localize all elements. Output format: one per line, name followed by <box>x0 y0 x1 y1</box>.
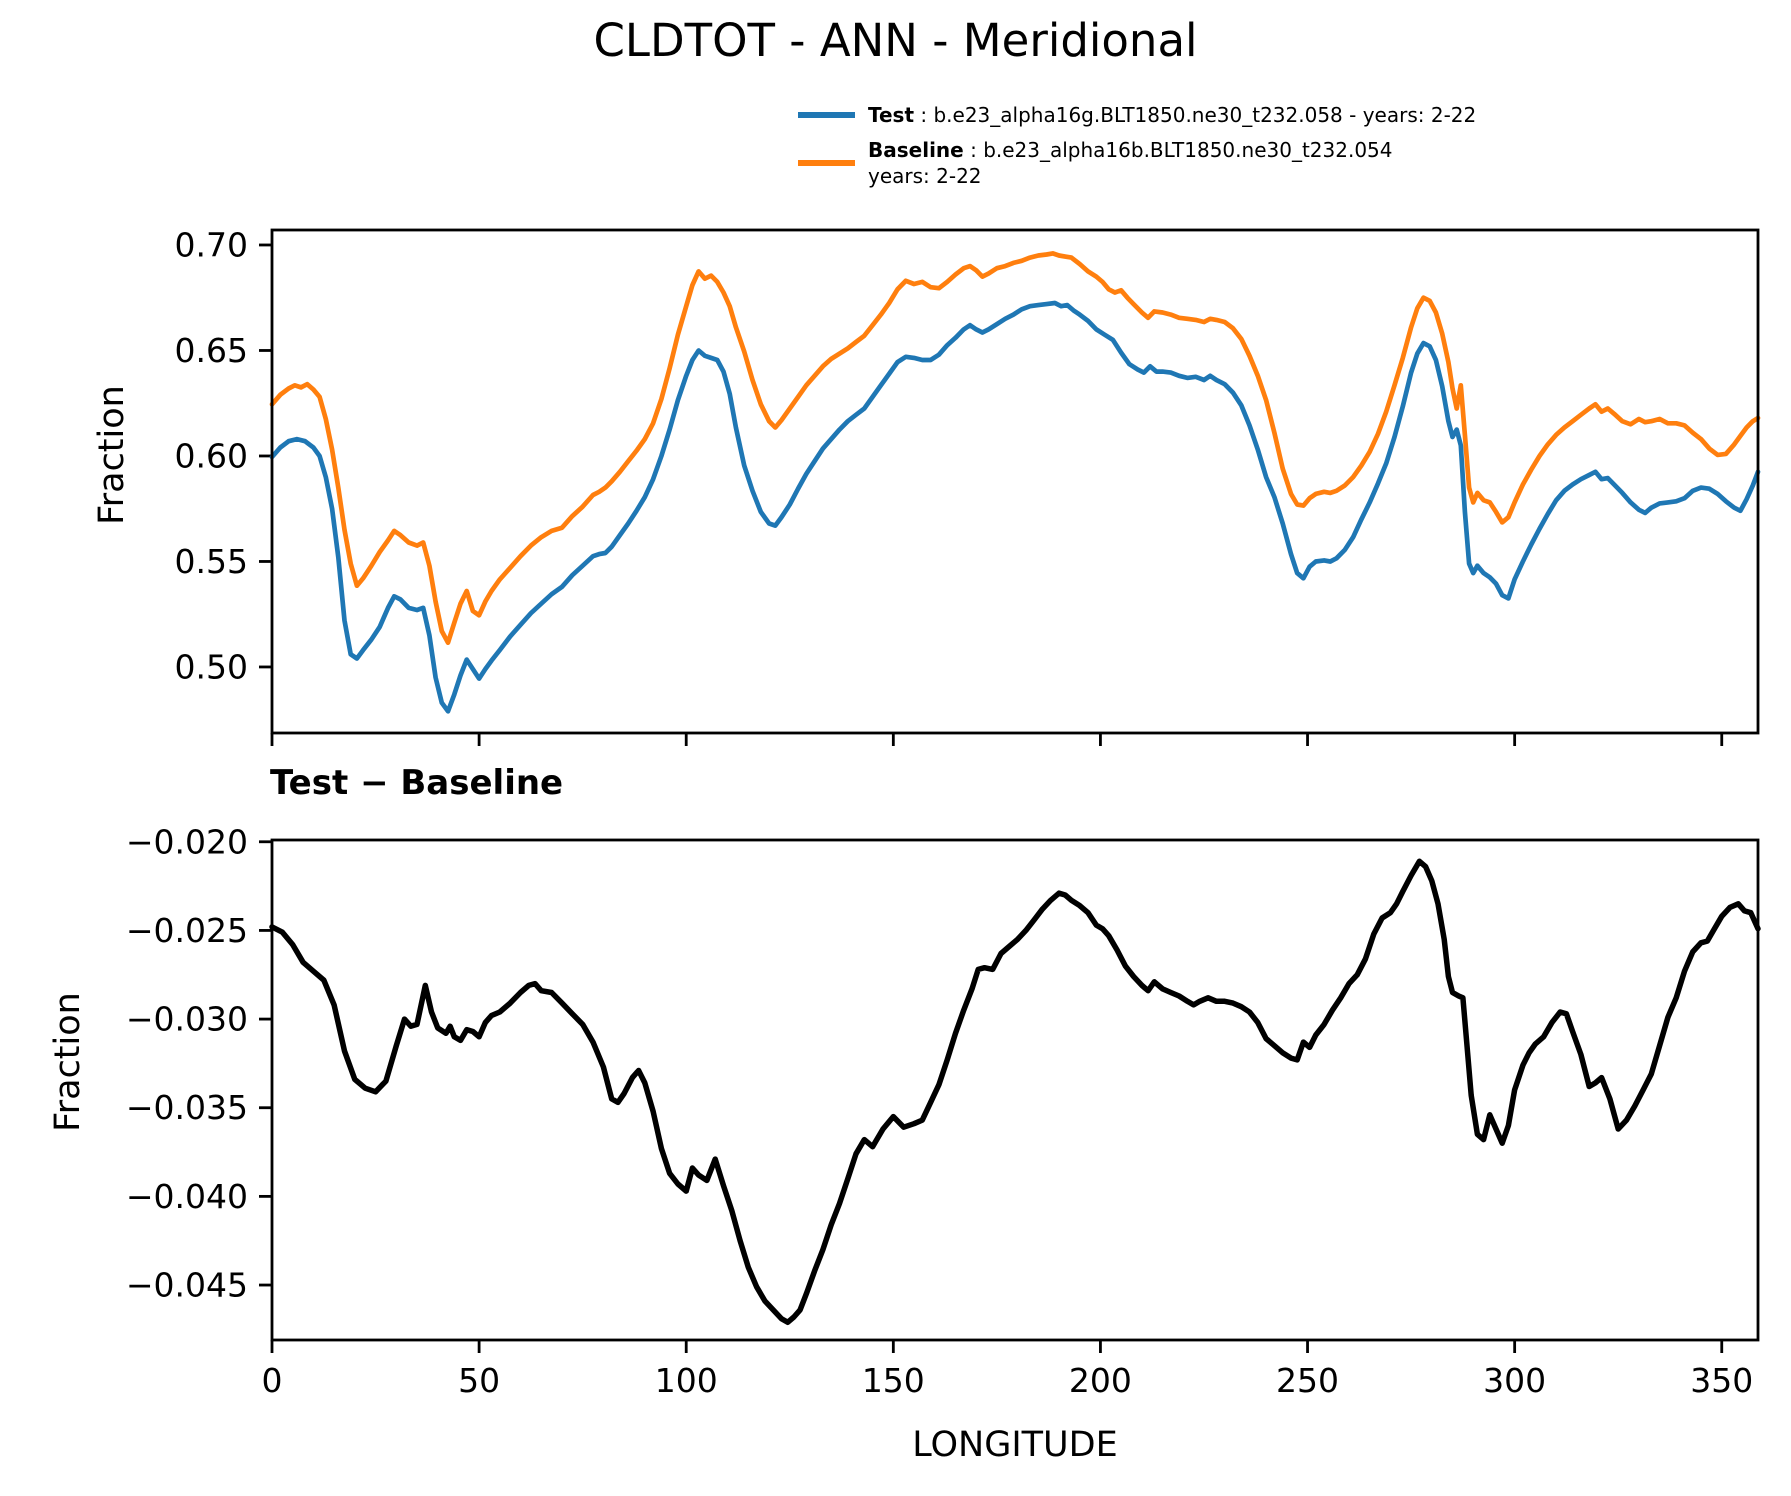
x-tick-label: 150 <box>862 1361 925 1400</box>
x-tick-label: 50 <box>458 1361 500 1400</box>
x-axis-label: LONGITUDE <box>912 1425 1118 1465</box>
y-tick-label: 0.60 <box>175 436 248 475</box>
plot-frame <box>270 838 1760 1342</box>
plot-frame <box>270 228 1760 735</box>
y-tick-label: 0.70 <box>175 225 248 264</box>
y-tick-label: −0.045 <box>126 1266 248 1305</box>
legend-baseline-name: Baseline <box>868 138 964 162</box>
series-test-baseline-line <box>269 858 1761 1326</box>
legend-baseline-years: years: 2-22 <box>868 164 982 188</box>
baseline-line-swatch-icon <box>798 160 855 166</box>
top-plot-canvas: 0.70 0.65 0.60 0.55 0.50 <box>175 225 1761 746</box>
diff-panel-title: Test − Baseline <box>270 763 564 803</box>
x-tick-label: 0 <box>262 1361 283 1400</box>
series-test-line <box>269 300 1761 714</box>
x-tick-label: 300 <box>1483 1361 1546 1400</box>
legend-baseline-text: : b.e23_alpha16b.BLT1850.ne30_t232.054 <box>963 138 1393 162</box>
y-tick-label: −0.035 <box>126 1088 248 1127</box>
legend: Test : b.e23_alpha16g.BLT1850.ne30_t232.… <box>798 102 1476 189</box>
x-tick-label: 100 <box>655 1361 718 1400</box>
diff-plot-canvas: −0.020 −0.025 −0.030 −0.035 −0.040 −0.045 0 50 1… <box>126 822 1761 1400</box>
legend-test-name: Test <box>868 103 915 127</box>
legend-item-baseline: Baseline : b.e23_alpha16b.BLT1850.ne30_t… <box>798 137 1476 189</box>
top-y-axis-label: Fraction <box>92 385 132 525</box>
legend-item-test: Test : b.e23_alpha16g.BLT1850.ne30_t232.… <box>798 102 1476 128</box>
y-tick-label: 0.55 <box>175 542 248 581</box>
y-tick-label: −0.020 <box>126 822 248 861</box>
diff-y-axis-label: Fraction <box>48 992 88 1132</box>
y-tick-label: −0.040 <box>126 1177 248 1216</box>
y-tick-label: −0.025 <box>126 911 248 950</box>
legend-item-label: Test : b.e23_alpha16g.BLT1850.ne30_t232.… <box>868 102 1476 128</box>
test-line-swatch-icon <box>798 112 855 118</box>
page-title: CLDTOT - ANN - Meridional <box>593 14 1198 67</box>
legend-test-text: : b.e23_alpha16g.BLT1850.ne30_t232.058 -… <box>914 103 1477 127</box>
y-tick-label: 0.50 <box>175 647 248 686</box>
legend-item-label: Baseline : b.e23_alpha16b.BLT1850.ne30_t… <box>868 137 1393 189</box>
y-tick-label: 0.65 <box>175 331 248 370</box>
series-baseline-line <box>269 251 1761 646</box>
x-tick-label: 200 <box>1069 1361 1132 1400</box>
x-tick-label: 350 <box>1690 1361 1753 1400</box>
x-tick-label: 250 <box>1276 1361 1339 1400</box>
y-tick-label: −0.030 <box>126 1000 248 1039</box>
